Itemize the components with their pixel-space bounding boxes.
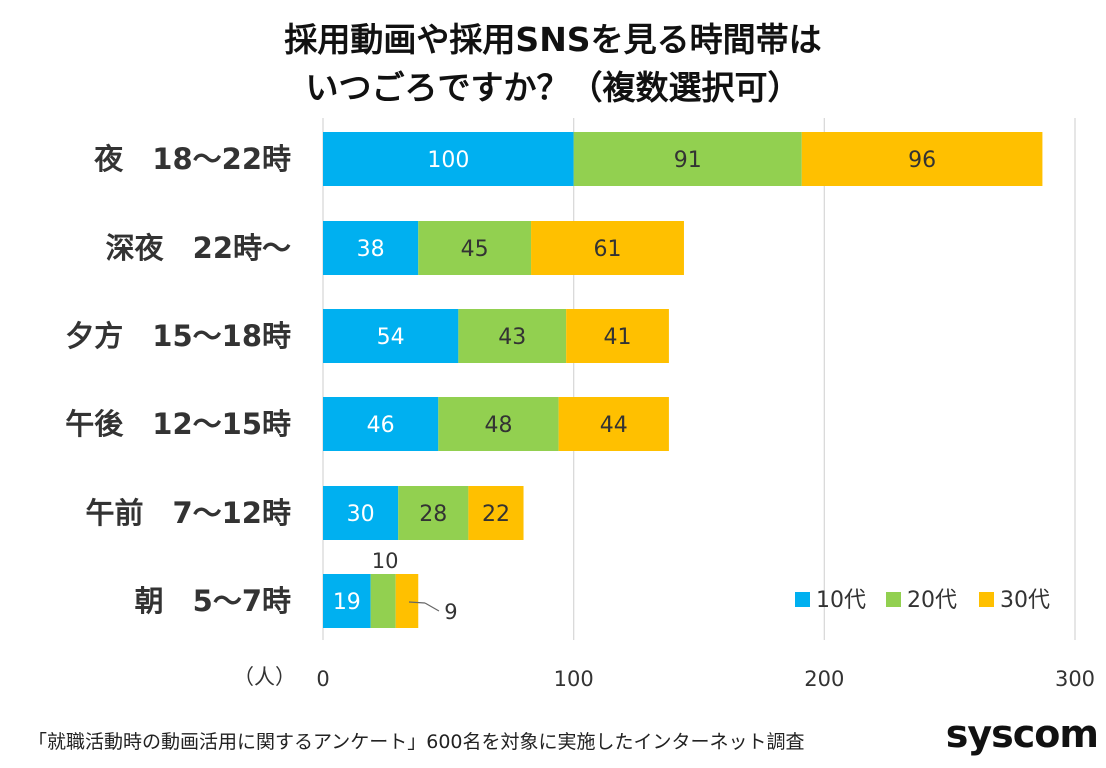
legend-swatch xyxy=(979,592,994,607)
bar-segment xyxy=(398,486,469,540)
data-label: 45 xyxy=(461,237,489,262)
data-label: 61 xyxy=(594,237,622,262)
category-label: 夕方 15～18時 xyxy=(65,319,291,353)
data-label: 54 xyxy=(377,325,405,350)
survey-note: 「就職活動時の動画活用に関するアンケート」600名を対象に実施したインターネット… xyxy=(28,731,805,753)
title-line-1: 採用動画や採用SNSを見る時間帯は xyxy=(284,20,822,59)
bar-segment xyxy=(531,221,684,275)
x-tick-label: 100 xyxy=(554,667,594,691)
bar-segment xyxy=(370,574,396,628)
bar-segment xyxy=(323,132,574,186)
data-label: 10 xyxy=(372,549,399,573)
data-label: 28 xyxy=(419,502,447,527)
bar-segment xyxy=(323,309,459,363)
bar-segment xyxy=(558,397,669,451)
data-label: 41 xyxy=(604,325,632,350)
x-tick-label: 0 xyxy=(316,667,329,691)
x-tick-label: 200 xyxy=(804,667,844,691)
data-label: 91 xyxy=(674,148,702,173)
category-label: 午前 7～12時 xyxy=(85,496,291,530)
bar-segment xyxy=(418,221,532,275)
leader-line xyxy=(408,601,426,604)
bar-segment xyxy=(323,397,439,451)
legend-swatch xyxy=(795,592,810,607)
bar-segment xyxy=(458,309,567,363)
category-label: 午後 12～15時 xyxy=(65,407,291,441)
legend-label: 20代 xyxy=(907,588,957,613)
leader-line xyxy=(424,602,440,612)
data-label: 48 xyxy=(484,413,512,438)
bar-segment xyxy=(323,486,399,540)
syscom-logo: syscom xyxy=(945,712,1099,756)
data-label: 100 xyxy=(427,148,469,173)
data-label: 43 xyxy=(498,325,526,350)
data-label: 22 xyxy=(482,502,510,527)
data-label: 19 xyxy=(333,590,361,615)
title-line-2: いつごろですか？（複数選択可） xyxy=(305,68,801,107)
chart-title: 採用動画や採用SNSを見る時間帯は いつごろですか？（複数選択可） xyxy=(0,16,1106,112)
bar-segment xyxy=(468,486,524,540)
legend-label: 30代 xyxy=(1000,588,1050,613)
legend-swatch xyxy=(886,592,901,607)
category-label: 深夜 22時～ xyxy=(106,231,291,265)
x-axis-label: （人） xyxy=(233,665,296,689)
category-label: 朝 5～7時 xyxy=(135,584,291,618)
bar-segment xyxy=(573,132,802,186)
data-label: 38 xyxy=(357,237,385,262)
x-tick-label: 300 xyxy=(1055,667,1095,691)
category-label: 夜 18～22時 xyxy=(93,142,291,176)
data-label: 96 xyxy=(908,148,936,173)
bar-segment xyxy=(323,221,419,275)
legend-label: 10代 xyxy=(816,588,866,613)
data-label: 46 xyxy=(367,413,395,438)
bar-segment xyxy=(323,574,371,628)
data-label: 44 xyxy=(600,413,628,438)
data-label: 30 xyxy=(347,502,375,527)
bar-segment xyxy=(395,574,419,628)
bar-segment xyxy=(801,132,1043,186)
bar-segment xyxy=(566,309,669,363)
bar-segment xyxy=(438,397,559,451)
data-label: 9 xyxy=(444,600,457,624)
